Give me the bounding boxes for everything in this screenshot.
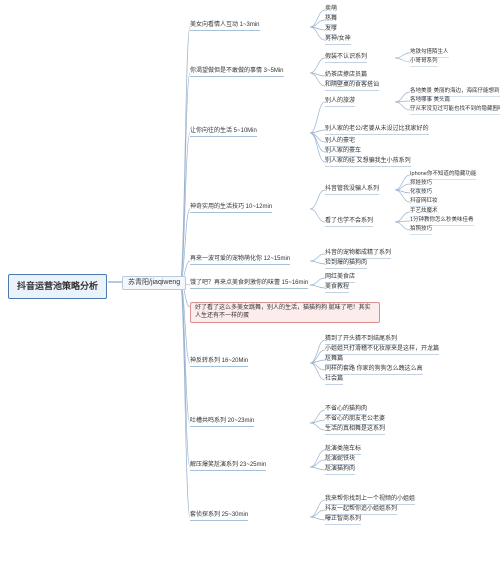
sub-node: 别人家的豪车	[325, 148, 361, 157]
branch-b7: 好了看了这么多美女跳舞，别人的生活，猫猫狗狗 腻味了吧！其实人生还有不一样的蛋	[190, 302, 380, 323]
sub-node: 发嗲	[325, 26, 337, 35]
root-node: 抖音运营池策略分析	[8, 274, 107, 299]
leaf-node: 各地美景 美丽的海边，海底仔能想到的一切	[410, 88, 500, 97]
branch-b6: 饿了吧？再来点美食刺激你的味蕾 15~16min	[190, 280, 308, 289]
sub-node: 热舞	[325, 16, 337, 25]
sub-node: 抖音的宠物都成精了系列	[325, 250, 391, 259]
sub-node: 别人的旅游	[325, 98, 355, 107]
sub-node: 别人家的娃 又想骗我生小孩系列	[325, 158, 411, 167]
sub-node: 不省心的猫狗肉	[325, 406, 367, 415]
sub-node: 看了也学不会系列	[325, 218, 373, 227]
sub-node: 美食教程	[325, 284, 349, 293]
leaf-node: 地铁勾搭陌生人	[410, 49, 449, 58]
sub-node: 别人家的老公/老婆从未设过比我家好的	[325, 126, 429, 135]
leaf-node: 化妆技巧	[410, 189, 432, 198]
branch-b8: 神反转系列 16~20Min	[190, 358, 248, 367]
sub-node: 我来帮你找到上一个视频的小姐姐	[325, 496, 415, 505]
mindmap-canvas: 抖音运营池策略分析 苏青阳/jiaqiweng 美女向看情人互动 1~3min 你…	[0, 0, 500, 572]
sub-node: 别人的豪宅	[325, 138, 355, 147]
sub-node: 曝正智商系列	[325, 516, 361, 525]
branch-b3: 让你向往的生活 5~10Min	[190, 128, 257, 137]
sub-node: 尬演妮铁块	[325, 456, 355, 465]
leaf-node: 手艺炫魔术	[410, 208, 438, 217]
branch-b9: 吐槽共鸣系列 20~23min	[190, 418, 254, 427]
leaf-node: Iphone你不知道的隐藏功能	[410, 171, 476, 180]
sub-node: 不省心的朋友老公老婆	[325, 416, 385, 425]
leaf-node: 抖音网红妆	[410, 198, 438, 207]
sub-node: 生活的真相舞是这系列	[325, 426, 385, 435]
leaf-node: 小哥哥系列	[410, 58, 438, 67]
sub-node: 卖萌	[325, 6, 337, 15]
sub-node: 同样的套路 你家的狗狗怎么跩这么高	[325, 366, 423, 375]
sub-node: 抖友一起帮你追小姐姐系列	[325, 506, 397, 515]
branch-b5: 再来一波可爱的宠物萌化你 12~15min	[190, 256, 290, 265]
sub-node: 猜到了开头猜不到结尾系列	[325, 336, 397, 345]
leaf-node: 抓娃技巧	[410, 180, 432, 189]
branch-b10: 解压爆笑尬演系列 23~25min	[190, 462, 266, 471]
author-node: 苏青阳/jiaqiweng	[122, 276, 186, 290]
sub-node: 捡到爆的猫狗肉	[325, 260, 367, 269]
sub-node: 男神/女神	[325, 36, 351, 45]
leaf-node: 仔从来没见过可能也找不到的隐藏囿吧	[410, 106, 500, 115]
sub-node: 抖音管我没骗人系列	[325, 186, 379, 195]
sub-node: 和隔壁桌的食客搭讪	[325, 82, 379, 91]
sub-node: 尬演类施车标	[325, 446, 361, 455]
sub-node: 社会篇	[325, 376, 343, 385]
branch-b1: 美女向看情人互动 1~3min	[190, 22, 260, 31]
leaf-node: 1分钟教你怎么秒美味佳肴	[410, 217, 474, 226]
sub-node: 尬演猫狗肉	[325, 466, 355, 475]
leaf-node: 各地哪事 美头篇	[410, 97, 450, 106]
leaf-node: 拍照技巧	[410, 226, 432, 235]
branch-b2: 你渴望做但是不敢做的事情 3~5Min	[190, 68, 284, 77]
branch-b4: 神奇实用的生活技巧 10~12min	[190, 204, 272, 213]
sub-node: 小姐姐只打滑稽不化妆原来是这样，开龙篇	[325, 346, 439, 355]
sub-node: 尬舞篇	[325, 356, 343, 365]
sub-node: 网红美食店	[325, 274, 355, 283]
branch-b11: 套侦探系列 25~30min	[190, 512, 248, 521]
sub-node: 假装不认识系列	[325, 54, 367, 63]
sub-node: 奶茶店撩店员篇	[325, 72, 367, 81]
